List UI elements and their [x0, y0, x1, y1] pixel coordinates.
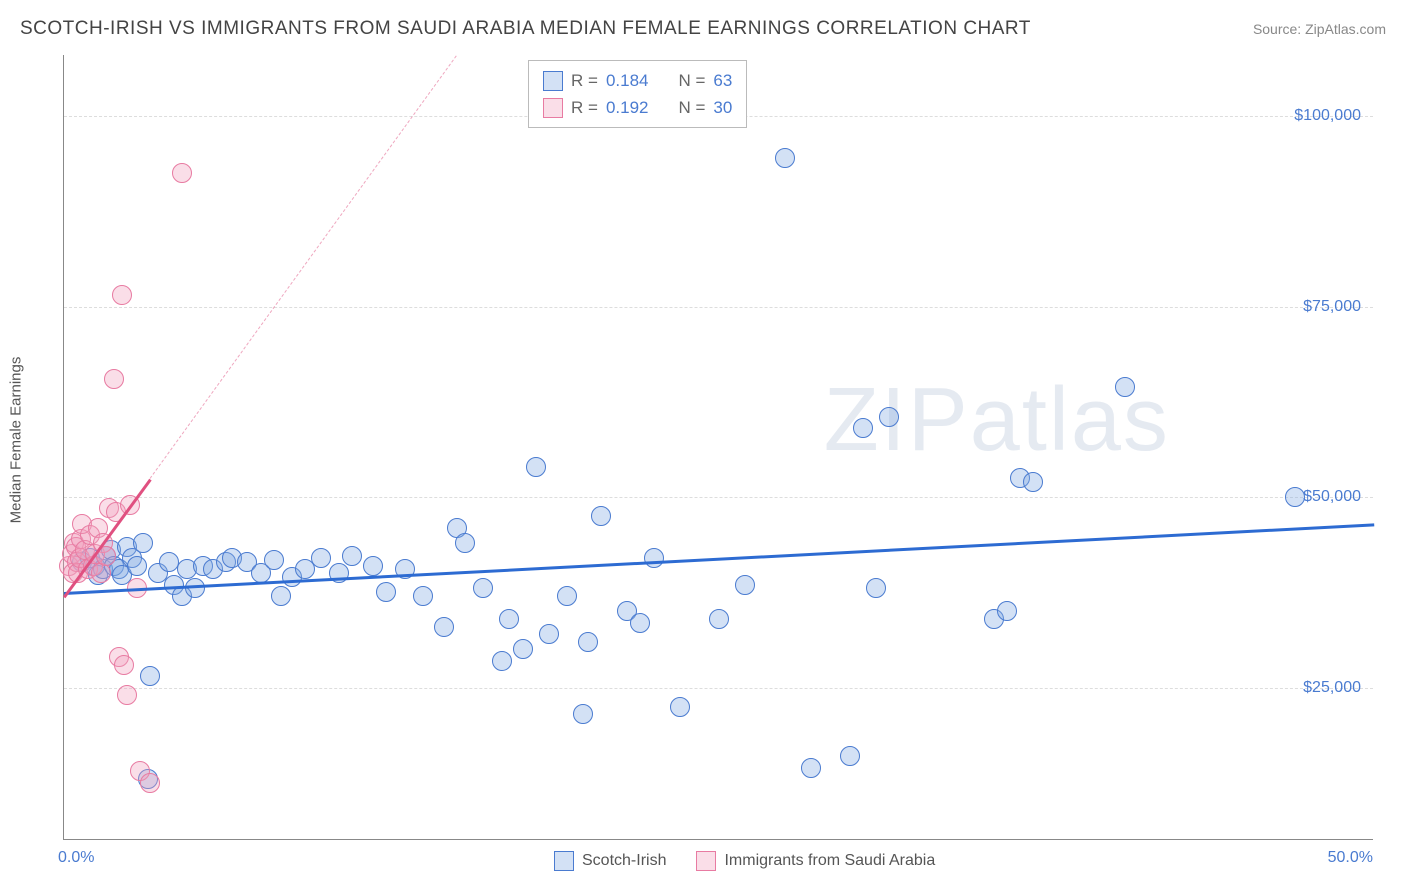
legend-swatch [543, 71, 563, 91]
r-label: R = [571, 67, 598, 94]
scatter-point [473, 578, 493, 598]
scatter-point [140, 773, 160, 793]
scatter-point [140, 666, 160, 686]
scatter-point [499, 609, 519, 629]
n-value: 30 [713, 94, 732, 121]
scatter-point [114, 655, 134, 675]
scatter-point [342, 546, 362, 566]
scatter-point [492, 651, 512, 671]
scatter-point [172, 163, 192, 183]
plot-area: ZIPatlas $25,000$50,000$75,000$100,0000.… [63, 55, 1373, 840]
scatter-point [866, 578, 886, 598]
legend-series: Scotch-Irish Immigrants from Saudi Arabia [554, 851, 935, 871]
scatter-point [363, 556, 383, 576]
scatter-point [133, 533, 153, 553]
title-row: SCOTCH-IRISH VS IMMIGRANTS FROM SAUDI AR… [20, 18, 1386, 40]
chart-title: SCOTCH-IRISH VS IMMIGRANTS FROM SAUDI AR… [20, 18, 1031, 40]
scatter-point [539, 624, 559, 644]
scatter-point [853, 418, 873, 438]
y-axis-title: Median Female Earnings [8, 357, 25, 524]
legend-series-label: Immigrants from Saudi Arabia [724, 852, 935, 870]
legend-stats-row: R = 0.184 N = 63 [543, 67, 732, 94]
scatter-point [997, 601, 1017, 621]
scatter-point [709, 609, 729, 629]
x-tick-label-left: 0.0% [58, 849, 94, 867]
legend-swatch [696, 851, 716, 871]
r-value: 0.184 [606, 67, 649, 94]
r-value: 0.192 [606, 94, 649, 121]
legend-swatch [543, 98, 563, 118]
scatter-point [591, 506, 611, 526]
scatter-point [185, 578, 205, 598]
scatter-point [376, 582, 396, 602]
scatter-point [557, 586, 577, 606]
scatter-point [104, 369, 124, 389]
scatter-point [127, 556, 147, 576]
scatter-point [1023, 472, 1043, 492]
x-tick-label-right: 50.0% [1328, 849, 1373, 867]
gridline-h [64, 307, 1373, 308]
y-tick-label: $25,000 [1303, 679, 1361, 697]
scatter-point [271, 586, 291, 606]
scatter-point [879, 407, 899, 427]
scatter-point [1115, 377, 1135, 397]
trend-line [150, 55, 457, 479]
scatter-point [434, 617, 454, 637]
scatter-point [1285, 487, 1305, 507]
scatter-point [413, 586, 433, 606]
scatter-point [735, 575, 755, 595]
scatter-point [311, 548, 331, 568]
legend-stats-row: R = 0.192 N = 30 [543, 94, 732, 121]
n-label: N = [678, 67, 705, 94]
scatter-point [513, 639, 533, 659]
scatter-point [630, 613, 650, 633]
source-label: Source: ZipAtlas.com [1253, 21, 1386, 37]
scatter-point [840, 746, 860, 766]
r-label: R = [571, 94, 598, 121]
scatter-point [670, 697, 690, 717]
y-tick-label: $50,000 [1303, 488, 1361, 506]
legend-series-item: Immigrants from Saudi Arabia [696, 851, 935, 871]
n-label: N = [678, 94, 705, 121]
trend-line [64, 524, 1374, 595]
scatter-point [112, 285, 132, 305]
scatter-point [117, 685, 137, 705]
chart-container: SCOTCH-IRISH VS IMMIGRANTS FROM SAUDI AR… [0, 0, 1406, 892]
scatter-point [801, 758, 821, 778]
legend-swatch [554, 851, 574, 871]
scatter-point [264, 550, 284, 570]
legend-stats-box: R = 0.184 N = 63 R = 0.192 N = 30 [528, 60, 747, 128]
y-tick-label: $75,000 [1303, 298, 1361, 316]
scatter-point [455, 533, 475, 553]
legend-series-label: Scotch-Irish [582, 852, 666, 870]
gridline-h [64, 497, 1373, 498]
scatter-point [775, 148, 795, 168]
gridline-h [64, 688, 1373, 689]
n-value: 63 [713, 67, 732, 94]
scatter-point [578, 632, 598, 652]
scatter-point [644, 548, 664, 568]
legend-series-item: Scotch-Irish [554, 851, 666, 871]
y-tick-label: $100,000 [1294, 107, 1361, 125]
scatter-point [159, 552, 179, 572]
scatter-point [526, 457, 546, 477]
scatter-point [573, 704, 593, 724]
